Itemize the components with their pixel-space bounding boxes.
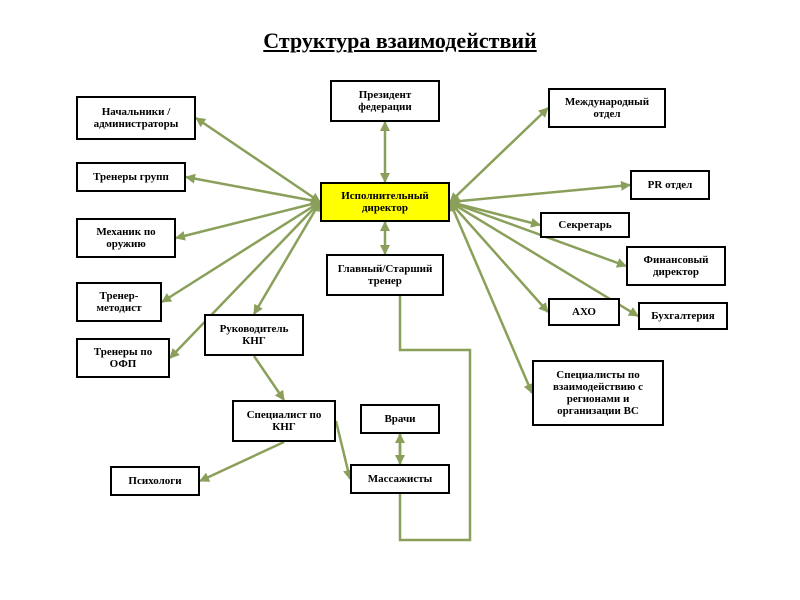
node-accounting: Бухгалтерия — [638, 302, 728, 330]
node-intl: Международный отдел — [548, 88, 666, 128]
edge-exec-kng_head — [254, 202, 320, 314]
node-secretary: Секретарь — [540, 212, 630, 238]
diagram-canvas: Структура взаимодействий Президент федер… — [0, 0, 800, 600]
edge-exec-regional — [450, 202, 532, 393]
edge-exec-intl — [450, 108, 548, 202]
node-mechanic: Механик по оружию — [76, 218, 176, 258]
edge-exec-pr — [450, 185, 630, 202]
node-regional: Специалисты по взаимодействию с регионам… — [532, 360, 664, 426]
edge-exec-secretary — [450, 202, 540, 225]
node-ofp: Тренеры по ОФП — [76, 338, 170, 378]
edge-exec-mechanic — [176, 202, 320, 238]
edge-exec-methodist — [162, 202, 320, 302]
edge-exec-admins — [196, 118, 320, 202]
edge-kng_spec-massage — [336, 421, 350, 479]
edge-exec-axo — [450, 202, 548, 312]
node-president: Президент федерации — [330, 80, 440, 122]
node-head_trainer: Главный/Старший тренер — [326, 254, 444, 296]
node-admins: Начальники / администраторы — [76, 96, 196, 140]
node-exec: Исполнительный директор — [320, 182, 450, 222]
node-kng_spec: Специалист по КНГ — [232, 400, 336, 442]
node-massage: Массажисты — [350, 464, 450, 494]
node-psych: Психологи — [110, 466, 200, 496]
node-methodist: Тренер-методист — [76, 282, 162, 322]
edge-exec-trainers_grp — [186, 177, 320, 202]
edge-kng_spec-psych — [200, 442, 284, 481]
node-pr: PR отдел — [630, 170, 710, 200]
node-doctors: Врачи — [360, 404, 440, 434]
node-axo: АХО — [548, 298, 620, 326]
edge-kng_head-kng_spec — [254, 356, 284, 400]
page-title: Структура взаимодействий — [0, 28, 800, 54]
node-kng_head: Руководитель КНГ — [204, 314, 304, 356]
node-findir: Финансовый директор — [626, 246, 726, 286]
node-trainers_grp: Тренеры групп — [76, 162, 186, 192]
